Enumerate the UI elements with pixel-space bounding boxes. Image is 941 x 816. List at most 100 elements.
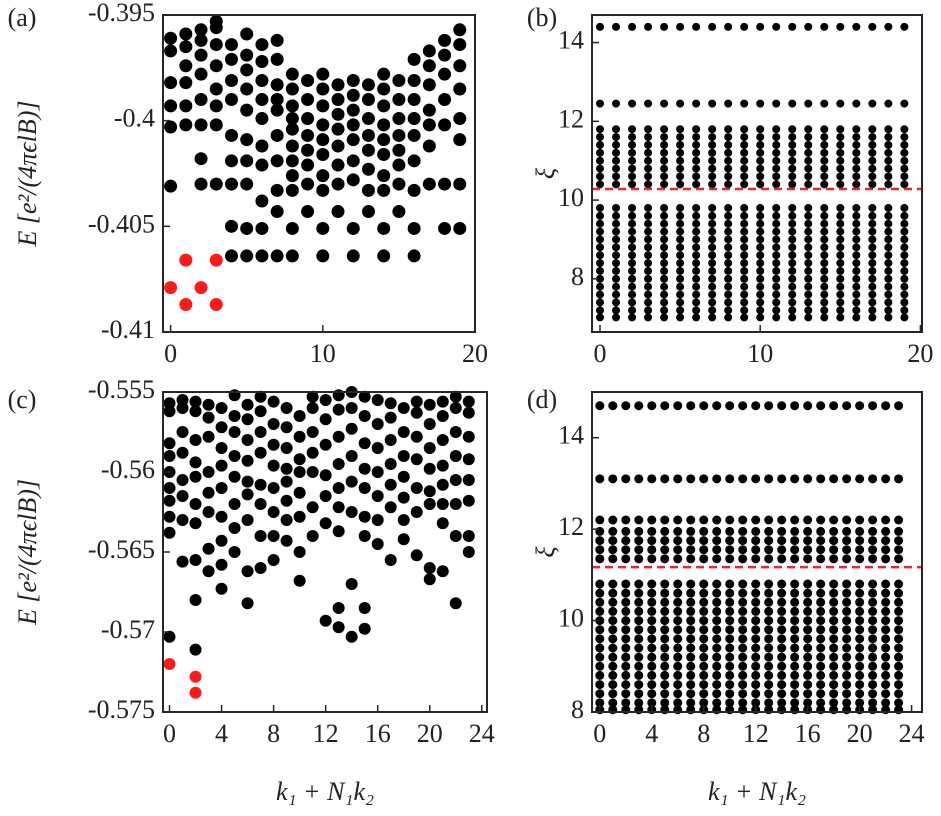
point xyxy=(686,652,696,662)
point xyxy=(708,282,717,291)
point xyxy=(209,118,223,132)
point xyxy=(829,526,839,536)
point xyxy=(804,148,813,157)
point xyxy=(708,306,717,315)
point xyxy=(608,616,618,626)
y-tick-label: -0.56 xyxy=(101,455,155,484)
point xyxy=(612,274,621,283)
point xyxy=(634,597,644,607)
point xyxy=(816,652,826,662)
point xyxy=(660,597,670,607)
point xyxy=(725,670,735,680)
point xyxy=(804,259,813,268)
point xyxy=(453,38,467,52)
point xyxy=(738,536,748,546)
point xyxy=(868,670,878,680)
point xyxy=(189,395,202,408)
point xyxy=(596,290,605,299)
point xyxy=(410,406,423,419)
point xyxy=(816,643,826,653)
point xyxy=(301,128,315,142)
point xyxy=(596,298,605,307)
point xyxy=(900,148,909,157)
point xyxy=(660,251,669,260)
point xyxy=(829,652,839,662)
point xyxy=(644,266,653,275)
point xyxy=(301,143,315,157)
point xyxy=(772,306,781,315)
point xyxy=(686,579,696,589)
point xyxy=(628,140,637,149)
point xyxy=(634,670,644,680)
point xyxy=(829,515,839,525)
point xyxy=(803,634,813,644)
point xyxy=(881,652,891,662)
point xyxy=(852,259,861,268)
x-tick-label: 4 xyxy=(215,719,228,748)
x-tick-label: 12 xyxy=(313,719,339,748)
point xyxy=(884,274,893,283)
point xyxy=(407,128,421,142)
point xyxy=(228,410,241,422)
y-tick-label: 14 xyxy=(558,421,584,450)
point xyxy=(163,510,176,523)
point xyxy=(894,698,904,708)
point xyxy=(660,616,670,626)
point xyxy=(202,486,215,499)
point xyxy=(756,140,765,149)
point xyxy=(692,251,701,260)
x-tick-label: 8 xyxy=(697,719,710,748)
point xyxy=(392,74,406,88)
point xyxy=(884,140,893,149)
point xyxy=(836,282,845,291)
y-tick-label: -0.565 xyxy=(88,535,155,564)
point xyxy=(676,243,685,252)
point xyxy=(855,588,865,598)
point xyxy=(900,235,909,244)
point xyxy=(608,515,618,525)
point xyxy=(881,588,891,598)
point xyxy=(660,282,669,291)
point xyxy=(621,634,631,644)
point xyxy=(803,643,813,653)
point xyxy=(842,643,852,653)
point xyxy=(724,227,733,236)
point xyxy=(855,554,865,564)
point xyxy=(836,156,845,165)
point xyxy=(725,579,735,589)
point xyxy=(634,401,644,411)
point xyxy=(392,177,406,191)
point xyxy=(306,426,319,438)
point xyxy=(608,680,618,690)
point xyxy=(788,148,797,157)
point xyxy=(738,652,748,662)
point xyxy=(285,169,299,183)
point xyxy=(788,22,797,31)
point xyxy=(756,227,765,236)
point xyxy=(673,661,683,671)
point xyxy=(240,221,254,235)
point xyxy=(240,82,254,96)
point xyxy=(686,515,696,525)
point xyxy=(596,282,605,291)
point xyxy=(868,99,877,108)
point xyxy=(829,689,839,699)
point xyxy=(868,536,878,546)
point xyxy=(790,616,800,626)
point xyxy=(756,172,765,181)
point xyxy=(804,219,813,228)
x-tick-label: 12 xyxy=(743,719,769,748)
point xyxy=(438,177,452,191)
point xyxy=(804,156,813,165)
point xyxy=(270,33,284,47)
point xyxy=(699,634,709,644)
point xyxy=(884,133,893,142)
point xyxy=(756,99,765,108)
point xyxy=(868,274,877,283)
point xyxy=(194,33,208,47)
point xyxy=(634,526,644,536)
point xyxy=(621,554,631,564)
point xyxy=(676,156,685,165)
point xyxy=(740,140,749,149)
point xyxy=(644,133,653,142)
